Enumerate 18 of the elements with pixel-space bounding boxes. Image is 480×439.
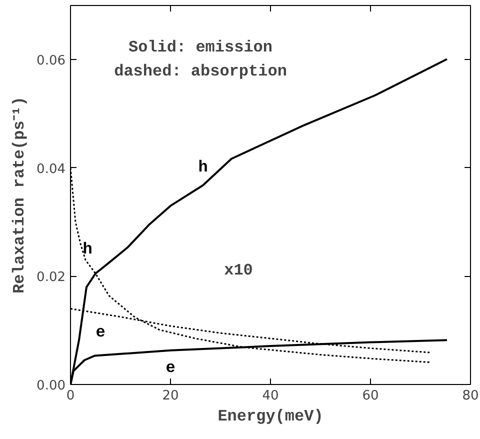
y-tick-label: 0.06 — [36, 54, 66, 69]
series-label: h — [198, 158, 208, 176]
x-axis-title: Energy(meV) — [218, 408, 324, 426]
x-tick-label: 20 — [162, 388, 179, 404]
y-tick-label: 0.02 — [36, 270, 66, 286]
annotation: x10 — [224, 262, 253, 280]
x-tick-label: 40 — [262, 388, 279, 404]
y-tick-label: 0.04 — [36, 162, 66, 177]
y-axis-title: Relaxation rate(ps⁻¹) — [10, 96, 29, 294]
y-tick-label: 0.00 — [36, 378, 66, 394]
x-tick-label: 80 — [462, 388, 479, 404]
annotation: Solid: emission — [128, 38, 273, 56]
annotation: dashed: absorption — [114, 62, 287, 80]
x-tick-label: 60 — [362, 388, 379, 404]
series-label: h — [82, 240, 92, 259]
x-tick-label: 0 — [66, 388, 75, 404]
series-label: e — [96, 323, 106, 342]
series-label: e — [166, 358, 176, 377]
